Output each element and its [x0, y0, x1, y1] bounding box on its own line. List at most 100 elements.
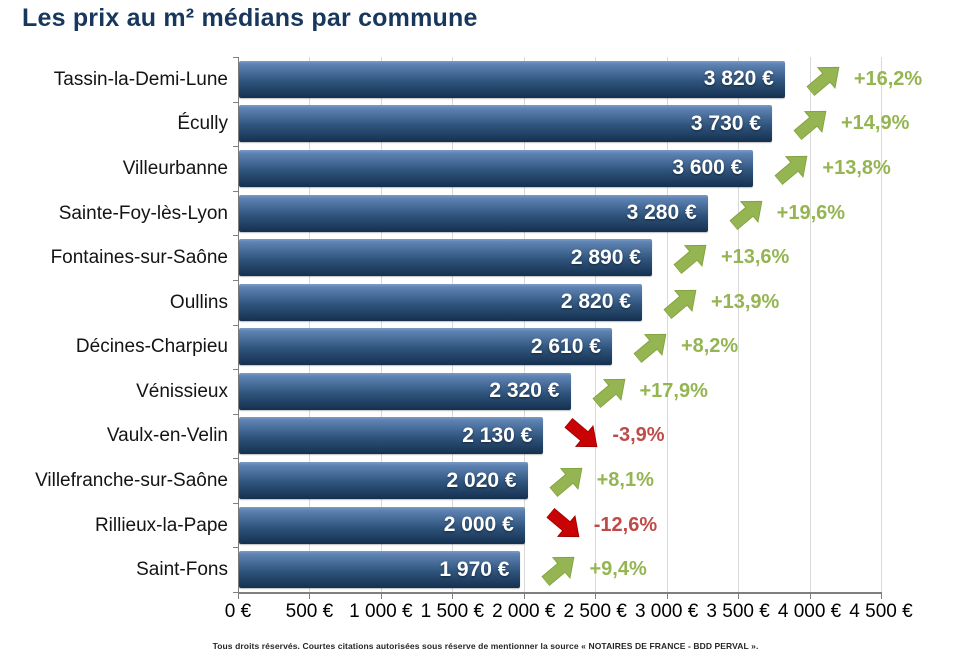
y-axis-tick: [233, 369, 238, 371]
y-axis-tick: [233, 458, 238, 460]
price-bar: 2 020 €: [239, 462, 528, 500]
gridline: [738, 57, 740, 592]
y-axis-tick: [233, 547, 238, 549]
y-axis-tick: [233, 592, 238, 593]
x-axis-label: 2 000 €: [492, 601, 556, 622]
x-axis-label: 4 000 €: [777, 601, 842, 622]
commune-label: Villefranche-sur-Saône: [35, 470, 228, 492]
price-value-label: 2 610 €: [530, 334, 601, 358]
change-percent-label: +16,2%: [853, 67, 923, 90]
price-value-label: 2 000 €: [443, 513, 514, 537]
trend-arrow-icon: [728, 200, 763, 230]
change-percent-label: +17,9%: [639, 379, 708, 402]
price-value-label: 2 020 €: [446, 468, 517, 492]
trend-arrow-icon: [591, 378, 625, 409]
price-bar: 2 320 €: [239, 372, 571, 410]
x-axis-label: 1 500 €: [420, 601, 485, 622]
gridline: [380, 57, 382, 592]
commune-label: Vaulx-en-Velin: [106, 425, 228, 447]
x-axis-label: 0 €: [224, 601, 252, 622]
price-value-label: 2 820 €: [560, 290, 631, 314]
price-bar: 2 890 €: [239, 239, 652, 277]
gridline: [523, 57, 525, 592]
plot-area: [238, 57, 882, 594]
price-bar: 2 000 €: [239, 506, 525, 544]
y-axis-tick: [233, 146, 238, 148]
trend-arrow-icon: [548, 467, 583, 498]
x-axis-tick: [809, 594, 811, 599]
gridline: [595, 57, 597, 592]
x-axis-label: 2 500 €: [563, 601, 627, 622]
commune-label: Fontaines-sur-Saône: [50, 247, 228, 269]
x-axis-tick: [452, 594, 454, 599]
change-percent-label: +9,4%: [589, 558, 647, 581]
price-value-label: 3 730 €: [690, 111, 761, 135]
y-axis-tick: [233, 502, 238, 504]
price-value-label: 3 280 €: [626, 201, 697, 225]
commune-label: Sainte-Foy-lès-Lyon: [58, 202, 228, 224]
x-axis-label: 500 €: [285, 601, 334, 622]
price-value-label: 2 890 €: [570, 245, 641, 269]
x-axis-tick: [309, 594, 311, 599]
change-percent-label: +8,1%: [596, 469, 654, 492]
commune-label: Écully: [177, 113, 228, 135]
price-bar: 3 820 €: [239, 60, 785, 98]
change-percent-label: +8,2%: [680, 335, 739, 358]
price-bar: 3 600 €: [239, 149, 754, 187]
price-value-label: 2 320 €: [489, 379, 560, 403]
trend-arrow-icon: [805, 66, 840, 97]
price-bar: 1 970 €: [239, 551, 521, 589]
commune-label: Oullins: [169, 291, 228, 313]
y-axis-tick: [233, 413, 238, 415]
gridline: [452, 57, 454, 592]
commune-label: Vénissieux: [136, 380, 228, 402]
trend-arrow-icon: [541, 557, 575, 587]
price-value-label: 3 820 €: [703, 67, 774, 91]
change-percent-label: +13,9%: [710, 290, 780, 313]
y-axis-tick: [233, 235, 238, 237]
change-percent-label: -12,6%: [593, 513, 658, 536]
trend-arrow-icon: [673, 245, 707, 275]
price-bar: 3 730 €: [239, 105, 772, 143]
price-value-label: 1 970 €: [439, 557, 510, 581]
price-bar: 2 820 €: [239, 283, 642, 321]
x-axis-label: 3 000 €: [634, 601, 699, 622]
commune-label: Villeurbanne: [122, 157, 228, 179]
price-value-label: 3 600 €: [672, 156, 743, 180]
x-axis-label: 1 000 €: [349, 601, 413, 622]
copyright-footer: Tous droits réservés. Courtes citations …: [212, 641, 759, 651]
x-axis-tick: [666, 594, 668, 599]
chart-title: Les prix au m² médians par commune: [22, 4, 478, 32]
trend-arrow-icon: [564, 418, 598, 448]
price-bar: 2 130 €: [239, 417, 544, 455]
change-percent-label: +13,6%: [720, 246, 790, 269]
x-axis-tick: [738, 594, 740, 599]
y-axis-tick: [233, 324, 238, 326]
change-percent-label: +14,9%: [840, 112, 910, 135]
x-axis-label: 3 500 €: [706, 601, 770, 622]
trend-arrow-icon: [633, 334, 667, 364]
price-value-label: 2 130 €: [462, 423, 533, 447]
commune-label: Tassin-la-Demi-Lune: [53, 68, 228, 90]
price-bar: 3 280 €: [239, 194, 708, 232]
gridline: [666, 57, 668, 592]
x-axis-tick: [380, 594, 382, 599]
gridline: [309, 57, 311, 592]
change-percent-label: +19,6%: [776, 201, 846, 224]
y-axis-tick: [233, 190, 238, 192]
y-axis-tick: [233, 279, 238, 281]
x-axis-label: 4 500 €: [849, 601, 913, 622]
x-axis-tick: [595, 594, 597, 599]
x-axis-tick: [238, 594, 239, 599]
commune-label: Saint-Fons: [136, 559, 228, 581]
commune-label: Rillieux-la-Pape: [94, 514, 228, 536]
trend-arrow-icon: [545, 507, 580, 537]
trend-arrow-icon: [774, 155, 808, 186]
gridline: [809, 57, 811, 592]
price-bar: 2 610 €: [239, 328, 612, 366]
y-axis-tick: [233, 57, 238, 58]
commune-label: Décines-Charpieu: [75, 336, 228, 358]
trend-arrow-icon: [663, 289, 697, 319]
gridline: [881, 57, 882, 592]
